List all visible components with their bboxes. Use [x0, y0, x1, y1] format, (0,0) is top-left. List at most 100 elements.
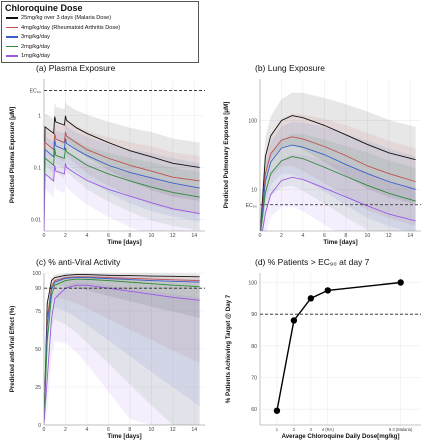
x-tick-label: 2: [64, 233, 67, 239]
data-point: [290, 317, 298, 324]
series-band: [44, 131, 200, 231]
legend-label: 2mg/kg/day: [21, 43, 50, 50]
panel-title-a: (a) Plasma Exposure: [36, 63, 116, 73]
x-tick-label: 12: [386, 233, 392, 239]
x-tick-label: 1: [276, 427, 279, 432]
x-tick-label: 10: [148, 427, 154, 433]
reference-label: EC₉₀: [30, 89, 41, 95]
series-line: [44, 163, 200, 231]
y-tick-label: 75: [35, 309, 41, 315]
x-tick-label: 4: [85, 233, 88, 239]
y-tick-label: 0.1: [34, 165, 41, 171]
x-tick-label: 8: [344, 233, 347, 239]
y-tick-label: 50: [35, 347, 41, 353]
series-band: [44, 274, 200, 425]
connector-line: [276, 281, 401, 411]
y-tick-label: 70: [251, 376, 257, 382]
series-band: [260, 122, 416, 231]
y-tick-label: 90: [251, 312, 257, 318]
series-band: [44, 122, 200, 224]
y-tick-label: 100: [248, 281, 257, 287]
x-tick-label: 6: [107, 427, 110, 433]
data-point: [273, 407, 281, 414]
series-line: [260, 156, 416, 231]
panel-title-c: (c) % anti-Viral Activity: [36, 257, 121, 267]
x-tick-label: 10: [364, 233, 370, 239]
series-band: [44, 147, 200, 231]
x-tick-label: 14: [191, 427, 197, 433]
y-axis-label: Predicted Pulmonary Exposure [μM]: [223, 102, 230, 209]
legend-swatch: [6, 36, 18, 38]
x-axis-label: Time [days]: [107, 433, 141, 440]
legend-item: 1mg/kg/day: [6, 53, 50, 62]
x-tick-label: 4: [85, 427, 88, 433]
data-point: [397, 279, 404, 286]
series-line: [44, 277, 200, 422]
series-line: [260, 144, 416, 231]
y-axis-label: Predicted Plasma Exposure [μM]: [9, 107, 16, 203]
x-tick-label: 2: [64, 427, 67, 433]
legend-label: 4mg/kg/day (Rheumatoid Arthritis Dose): [21, 24, 121, 31]
x-tick-label: 8: [128, 233, 131, 239]
data-point: [324, 287, 331, 294]
legend-item: 3mg/kg/day: [6, 34, 50, 43]
series-line: [44, 278, 200, 422]
data-point: [307, 295, 315, 302]
series-band: [44, 273, 200, 425]
series-band: [44, 115, 200, 219]
series-band: [44, 99, 200, 203]
panel-title-b: (b) Lung Exposure: [255, 63, 325, 73]
series-line: [44, 147, 200, 220]
legend-label: 3mg/kg/day: [21, 34, 50, 40]
x-tick-label: 4: [301, 233, 304, 239]
x-tick-label: 6: [323, 233, 326, 239]
x-tick-label: 6: [107, 233, 110, 239]
legend-item: 4mg/kg/day (Rheumatoid Arthritis Dose): [6, 25, 120, 34]
series-band: [44, 282, 200, 425]
y-tick-label: 80: [251, 344, 257, 350]
y-tick-label: 100: [248, 119, 257, 125]
reference-label: EC₉₀: [246, 203, 257, 209]
series-group: [260, 92, 416, 231]
x-tick-label: 14: [191, 233, 197, 239]
x-tick-label: 0: [43, 427, 46, 433]
x-tick-label: 14: [407, 233, 413, 239]
y-tick-label: 100: [32, 271, 41, 277]
x-tick-label: 0: [43, 233, 46, 239]
y-axis-label: Predicted anti-Viral Effect (%): [9, 306, 16, 393]
series-line: [44, 274, 200, 422]
legend-swatch: [6, 45, 18, 48]
legend: Chloroquine Dose 25mg/kg over 3 days (Ma…: [1, 1, 199, 63]
y-tick-label: 25: [35, 385, 41, 391]
x-tick-label: 0: [259, 233, 262, 239]
x-tick-label: 4 (RA): [322, 427, 335, 432]
x-tick-label: 8.3 (Malaria): [389, 427, 413, 432]
x-tick-label: 2: [293, 427, 296, 432]
series-band: [260, 113, 416, 231]
y-axis-label: % Patients Achieving Target @ Day 7: [225, 294, 232, 403]
legend-swatch: [6, 26, 18, 29]
y-tick-label: 10: [251, 187, 257, 193]
series-group: [44, 99, 200, 231]
series-band: [44, 276, 200, 425]
x-axis-label: Time [days]: [107, 239, 141, 246]
x-tick-label: 10: [148, 233, 154, 239]
x-axis-label: Average Chloroquine Daily Dose[mg/kg]: [281, 433, 399, 440]
series-line: [260, 136, 416, 231]
y-tick-label: 60: [251, 407, 257, 413]
y-tick-label: 1: [38, 113, 41, 119]
legend-label: 25mg/kg over 3 days (Malaria Dose): [21, 15, 112, 21]
legend-label: 1mg/kg/day: [21, 53, 50, 59]
series-group: [44, 273, 200, 425]
series-band: [260, 154, 416, 231]
series-band: [260, 92, 416, 231]
y-tick-label: 0.01: [31, 217, 41, 223]
series-line: [260, 115, 416, 231]
x-tick-label: 3: [310, 427, 313, 432]
series-line: [44, 284, 200, 424]
x-tick-label: 12: [170, 233, 176, 239]
series-line: [262, 176, 416, 231]
legend-item: 25mg/kg over 3 days (Malaria Dose): [6, 15, 111, 24]
legend-item: 2mg/kg/day: [6, 44, 50, 53]
